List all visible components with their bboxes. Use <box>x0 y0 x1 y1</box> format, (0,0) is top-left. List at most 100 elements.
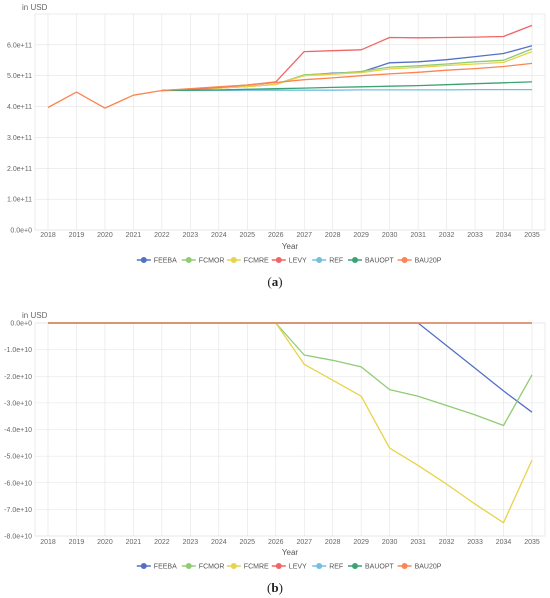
x-tick-label: 2025 <box>240 232 256 239</box>
legend-label: FEEBA <box>154 564 177 571</box>
x-tick-label: 2029 <box>353 539 369 546</box>
x-tick-label: 2021 <box>126 539 142 546</box>
legend-item-ref[interactable]: REF <box>312 563 343 571</box>
series-line-fcmre <box>161 50 533 92</box>
x-tick-label: 2034 <box>496 539 512 546</box>
y-tick-label: 6.0e+11 <box>7 42 32 49</box>
legend-swatch-dot <box>401 257 408 263</box>
y-tick-label: -3.0e+10 <box>4 400 32 407</box>
legend-item-levy[interactable]: LEVY <box>271 563 307 571</box>
x-tick-label: 2019 <box>69 232 85 239</box>
legend-item-feeba[interactable]: FEEBA <box>136 257 177 265</box>
x-tick-label: 2020 <box>97 539 113 546</box>
legend-item-bau20p[interactable]: BAU20P <box>397 563 442 571</box>
legend-label: LEVY <box>289 564 307 571</box>
y-tick-label: 2.0e+11 <box>7 166 32 173</box>
legend-item-fcmor[interactable]: FCMOR <box>181 257 225 265</box>
caption-close: ) <box>279 580 283 595</box>
legend-item-fcmre[interactable]: FCMRE <box>226 563 269 571</box>
y-tick-label: 0.0e+0 <box>10 321 32 328</box>
series-line-bau20p <box>47 62 533 109</box>
y-tick-label: 3.0e+11 <box>7 135 32 142</box>
series-line-fcmre <box>48 322 533 524</box>
legend: FEEBA FCMOR FCMRE LEVY REF BAUOPT BAU20P <box>136 563 442 571</box>
x-tick-label: 2027 <box>296 539 312 546</box>
legend-label: BAU20P <box>415 258 442 265</box>
y-tick-label: -1.0e+10 <box>4 347 32 354</box>
caption-letter: b <box>271 580 278 595</box>
series-line-feeba <box>48 322 533 413</box>
x-tick-label: 2023 <box>183 232 199 239</box>
legend-item-bau20p[interactable]: BAU20P <box>397 257 442 265</box>
y-tick-label: 0.0e+0 <box>10 228 32 235</box>
x-tick-label: 2021 <box>126 232 142 239</box>
caption-open: ( <box>267 274 271 289</box>
panel-caption: (a) <box>267 274 282 289</box>
legend-label: FEEBA <box>154 258 177 265</box>
x-tick-label: 2035 <box>524 232 540 239</box>
legend-swatch-dot <box>275 563 282 569</box>
x-tick-label: 2025 <box>240 539 256 546</box>
legend-label: FCMRE <box>244 564 269 571</box>
legend-label: REF <box>329 258 343 265</box>
panel-caption: (b) <box>267 580 283 595</box>
x-tick-label: 2031 <box>410 232 426 239</box>
x-tick-label: 2033 <box>467 539 483 546</box>
legend-item-levy[interactable]: LEVY <box>271 257 307 265</box>
x-tick-label: 2034 <box>496 232 512 239</box>
legend-swatch-dot <box>316 257 323 263</box>
x-tick-label: 2028 <box>325 539 341 546</box>
legend-label: FCMOR <box>199 564 225 571</box>
series-line-bauopt <box>161 81 533 92</box>
legend-swatch-dot <box>140 563 147 569</box>
legend-label: BAUOPT <box>365 258 395 265</box>
y-tick-label: -4.0e+10 <box>4 427 32 434</box>
legend-swatch-dot <box>352 257 358 263</box>
unit-label: in USD <box>22 311 48 320</box>
legend-item-bauopt[interactable]: BAUOPT <box>348 563 395 571</box>
legend-item-fcmre[interactable]: FCMRE <box>226 257 269 265</box>
y-tick-label: 5.0e+11 <box>7 73 32 80</box>
legend-item-fcmor[interactable]: FCMOR <box>181 563 225 571</box>
legend-label: FCMRE <box>244 258 269 265</box>
legend-item-ref[interactable]: REF <box>312 257 343 265</box>
x-tick-label: 2030 <box>382 539 398 546</box>
legend-swatch-dot <box>230 257 237 263</box>
x-axis-title: Year <box>282 242 299 251</box>
legend-item-bauopt[interactable]: BAUOPT <box>348 257 395 265</box>
y-tick-label: -8.0e+10 <box>4 534 32 541</box>
legend-item-feeba[interactable]: FEEBA <box>136 563 177 571</box>
legend-label: BAU20P <box>415 564 442 571</box>
y-tick-label: -7.0e+10 <box>4 507 32 514</box>
legend-swatch-dot <box>230 563 237 569</box>
legend-swatch-dot <box>185 257 192 263</box>
x-tick-label: 2026 <box>268 232 284 239</box>
y-tick-label: -6.0e+10 <box>4 480 32 487</box>
x-tick-label: 2027 <box>296 232 312 239</box>
legend-swatch-dot <box>352 563 358 569</box>
legend-label: LEVY <box>289 258 307 265</box>
x-tick-label: 2032 <box>439 539 455 546</box>
y-tick-label: 4.0e+11 <box>7 104 32 111</box>
x-tick-label: 2032 <box>439 232 455 239</box>
legend-swatch-dot <box>140 257 147 263</box>
x-tick-label: 2018 <box>40 232 56 239</box>
x-tick-label: 2026 <box>268 539 284 546</box>
series-line-levy <box>161 24 533 92</box>
y-tick-label: -2.0e+10 <box>4 374 32 381</box>
series-line-fcmor <box>48 322 533 427</box>
x-tick-label: 2033 <box>467 232 483 239</box>
x-axis-title: Year <box>282 548 299 557</box>
x-tick-label: 2030 <box>382 232 398 239</box>
x-tick-label: 2018 <box>40 539 56 546</box>
x-tick-label: 2029 <box>353 232 369 239</box>
x-tick-label: 2022 <box>154 232 170 239</box>
x-tick-label: 2023 <box>183 539 199 546</box>
legend-swatch-dot <box>401 563 408 569</box>
x-tick-label: 2031 <box>410 539 426 546</box>
y-tick-label: -5.0e+10 <box>4 454 32 461</box>
y-tick-label: 1.0e+11 <box>7 197 32 204</box>
legend-swatch-dot <box>316 563 323 569</box>
